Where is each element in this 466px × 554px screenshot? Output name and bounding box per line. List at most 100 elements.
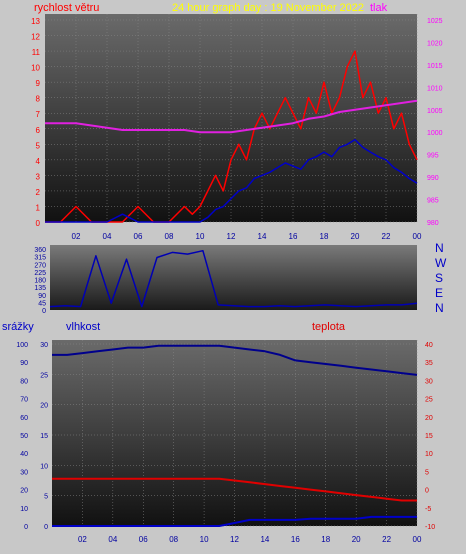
- compass-e: E: [435, 286, 443, 300]
- wind-y-tick: 3: [36, 172, 41, 181]
- pressure-y-tick: 1020: [427, 40, 443, 47]
- wind-y-tick: 0: [36, 219, 41, 228]
- rain-y-tick: 30: [20, 469, 28, 476]
- wind-x-tick: 04: [103, 232, 112, 241]
- compass-n-bottom: N: [435, 301, 444, 315]
- compass-w: W: [435, 256, 447, 270]
- humidity-y-tick: 5: [44, 494, 48, 501]
- direction-y-tick: 90: [38, 293, 46, 300]
- wind-x-tick: 08: [165, 232, 174, 241]
- rain-y-tick: 0: [24, 524, 28, 531]
- temperature-y-tick: 40: [425, 342, 433, 349]
- humidity-line: [52, 344, 418, 376]
- direction-y-tick: 45: [38, 300, 46, 307]
- direction-y-tick: 135: [34, 285, 46, 292]
- wind-plot-area: [45, 14, 417, 222]
- wind-axis-label: rychlost větru: [34, 2, 99, 14]
- humidity-y-tick: 30: [40, 342, 48, 349]
- bottom-x-tick: 16: [291, 535, 300, 544]
- wind-y-tick: 5: [36, 141, 41, 150]
- rain-y-tick: 60: [20, 415, 28, 422]
- rain-y-tick: 10: [20, 506, 28, 513]
- temperature-y-tick: -5: [425, 506, 431, 513]
- axis-labels: 0123456789101112139809859909951000100510…: [16, 17, 442, 544]
- rain-y-tick: 100: [16, 342, 28, 349]
- humidity-axis-label: vlhkost: [66, 321, 100, 333]
- wind-y-tick: 4: [36, 157, 41, 166]
- bottom-x-tick: 12: [230, 535, 239, 544]
- direction-y-tick: 0: [42, 308, 46, 315]
- direction-plot-area: [50, 245, 417, 310]
- direction-y-tick: 270: [34, 262, 46, 269]
- temperature-y-tick: 35: [425, 360, 433, 367]
- compass-s: S: [435, 271, 443, 285]
- wind-y-tick: 9: [36, 79, 41, 88]
- temperature-y-tick: 25: [425, 397, 433, 404]
- rain-y-tick: 80: [20, 378, 28, 385]
- compass-n-top: N: [435, 241, 444, 255]
- pressure-y-tick: 1000: [427, 130, 443, 137]
- temperature-y-tick: 30: [425, 378, 433, 385]
- wind-x-tick: 14: [258, 232, 267, 241]
- rain-y-tick: 20: [20, 488, 28, 495]
- rain-y-tick: 40: [20, 451, 28, 458]
- direction-y-tick: 180: [34, 278, 46, 285]
- pressure-y-tick: 995: [427, 153, 439, 160]
- wind-y-tick: 13: [31, 17, 40, 26]
- bottom-x-tick: 14: [260, 535, 269, 544]
- wind-y-tick: 6: [36, 126, 41, 135]
- wind-speed-line: [45, 50, 418, 223]
- rain-y-tick: 70: [20, 397, 28, 404]
- wind-x-tick: 10: [196, 232, 205, 241]
- temperature-axis-label: teplota: [312, 321, 346, 333]
- pressure-y-tick: 1010: [427, 85, 443, 92]
- pressure-y-tick: 1015: [427, 63, 443, 70]
- wind-x-tick: 00: [413, 232, 422, 241]
- bottom-x-tick: 04: [108, 535, 117, 544]
- bottom-x-tick: 02: [78, 535, 87, 544]
- wind-y-tick: 12: [31, 33, 40, 42]
- wind-x-tick: 06: [134, 232, 143, 241]
- humidity-y-tick: 15: [40, 433, 48, 440]
- pressure-axis-label: tlak: [370, 2, 388, 14]
- wind-x-tick: 16: [289, 232, 298, 241]
- wind-y-tick: 8: [36, 95, 41, 104]
- direction-y-tick: 315: [34, 255, 46, 262]
- pressure-y-tick: 1005: [427, 108, 443, 115]
- temperature-y-tick: 10: [425, 451, 433, 458]
- wind-y-tick: 7: [36, 110, 41, 119]
- pressure-y-tick: 980: [427, 220, 439, 227]
- bottom-x-tick: 08: [169, 535, 178, 544]
- wind-gust-line: [45, 138, 418, 223]
- rain-y-tick: 90: [20, 360, 28, 367]
- bottom-x-tick: 22: [382, 535, 391, 544]
- humidity-y-tick: 0: [44, 524, 48, 531]
- wind-y-tick: 2: [36, 188, 41, 197]
- wind-x-tick: 18: [320, 232, 329, 241]
- pressure-y-tick: 1025: [427, 18, 443, 25]
- rain-line: [52, 515, 417, 527]
- temperature-line: [52, 477, 417, 502]
- direction-y-tick: 360: [34, 247, 46, 254]
- chart-title: 24 hour graph day : 19 November 2022: [172, 2, 364, 14]
- rain-y-tick: 50: [20, 433, 28, 440]
- bottom-x-tick: 06: [139, 535, 148, 544]
- wind-x-tick: 12: [227, 232, 236, 241]
- wind-direction-line: [49, 249, 418, 308]
- temperature-y-tick: 15: [425, 433, 433, 440]
- humidity-y-tick: 25: [40, 372, 48, 379]
- temperature-y-tick: 5: [425, 469, 429, 476]
- series-lines: [45, 50, 418, 527]
- bottom-x-tick: 00: [413, 535, 422, 544]
- wind-y-tick: 11: [32, 48, 41, 57]
- bottom-x-tick: 20: [352, 535, 361, 544]
- rain-axis-label: srážky: [2, 321, 34, 333]
- wind-y-tick: 10: [31, 64, 40, 73]
- humidity-y-tick: 20: [40, 403, 48, 410]
- temperature-y-tick: 0: [425, 488, 429, 495]
- direction-y-tick: 225: [34, 270, 46, 277]
- pressure-line: [45, 99, 418, 134]
- pressure-y-tick: 990: [427, 175, 439, 182]
- bottom-x-tick: 18: [321, 535, 330, 544]
